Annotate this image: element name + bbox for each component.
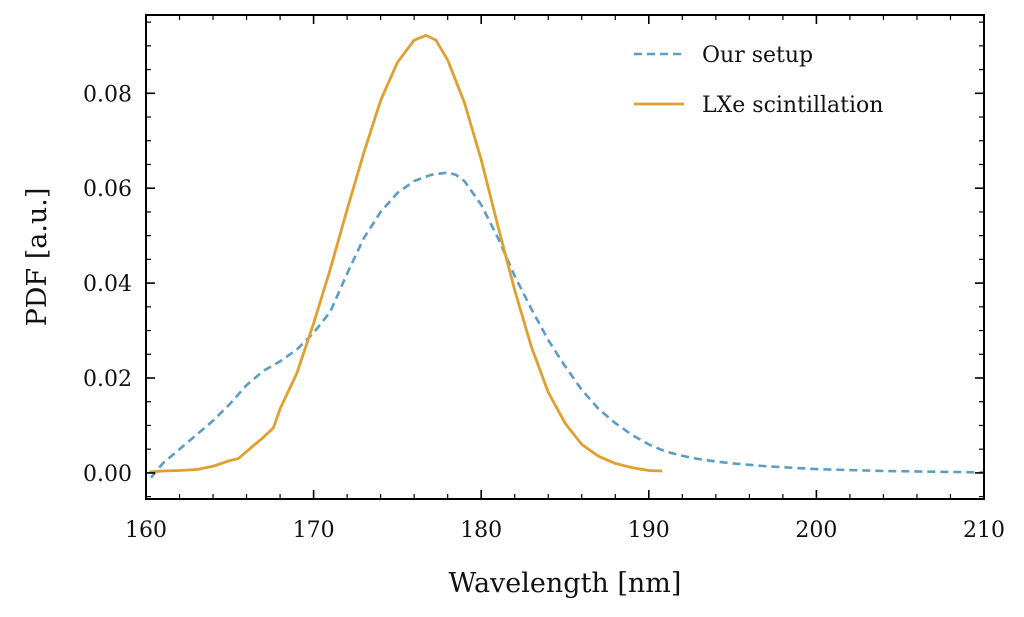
- y-tick-label: 0.06: [83, 177, 132, 202]
- plot-frame: [145, 14, 985, 500]
- x-tick-label: 180: [460, 518, 502, 543]
- x-tick-label: 190: [628, 518, 670, 543]
- y-tick-label: 0.08: [83, 82, 132, 107]
- x-tick-label: 210: [963, 518, 1005, 543]
- legend-label: Our setup: [702, 43, 813, 68]
- x-tick-label: 160: [125, 518, 167, 543]
- y-tick-label: 0.00: [83, 462, 132, 487]
- legend: Our setup LXe scintillation: [634, 43, 883, 118]
- y-axis-title: PDF [a.u.]: [22, 188, 53, 327]
- plot-area: [149, 34, 984, 479]
- x-tick-label: 200: [795, 518, 837, 543]
- y-tick-label: 0.04: [83, 272, 132, 297]
- y-tick-label: 0.02: [83, 367, 132, 392]
- legend-label: LXe scintillation: [702, 93, 883, 118]
- x-axis-title: Wavelength [nm]: [449, 568, 682, 599]
- axis-ticks: 160 170 180 190 200 210 0.00 0.02 0.04 0.06 0.08: [83, 15, 1005, 543]
- series-line-our-setup: [150, 171, 984, 479]
- x-tick-label: 170: [293, 518, 335, 543]
- series-line-lxe-scintillation: [149, 34, 663, 474]
